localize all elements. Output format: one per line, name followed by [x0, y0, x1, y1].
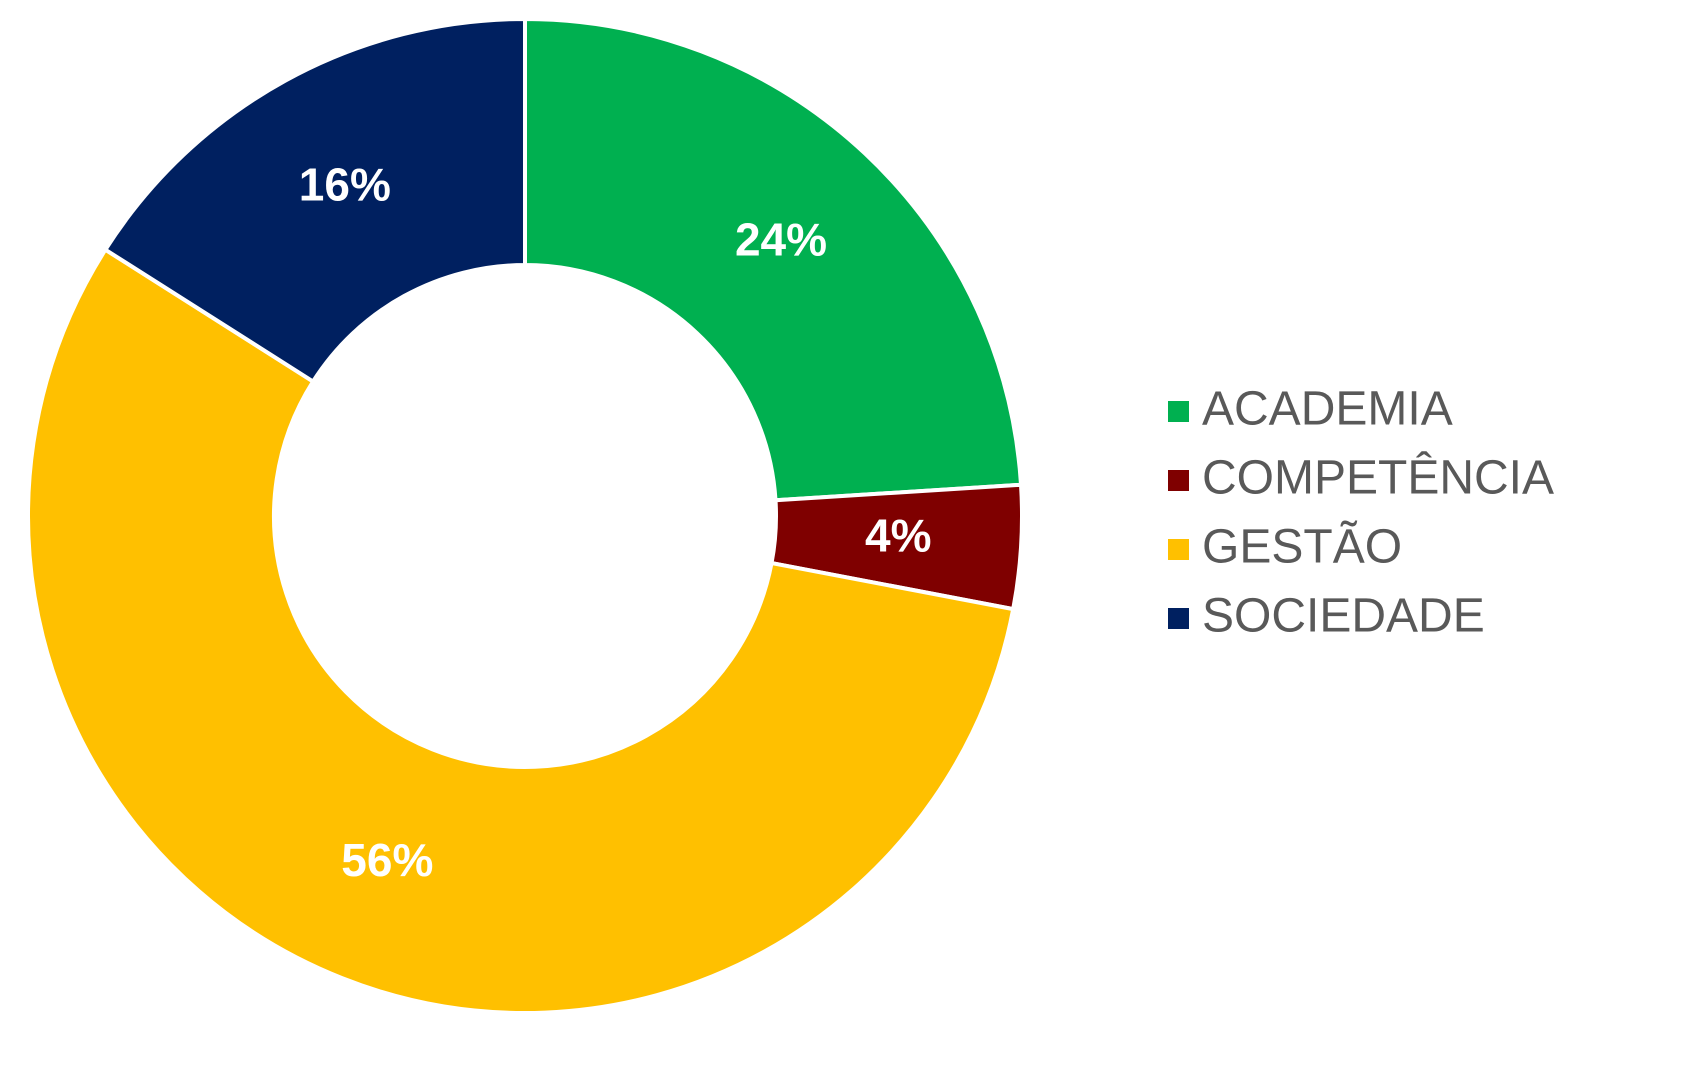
legend-swatch: [1168, 401, 1189, 422]
legend-label: COMPETÊNCIA: [1202, 452, 1554, 505]
legend-label: GESTÃO: [1202, 520, 1402, 574]
donut-segment: [102, 16, 527, 385]
legend-label: SOCIEDADE: [1202, 590, 1485, 643]
legend-swatch: [1168, 539, 1189, 560]
data-label: 56%: [341, 834, 433, 886]
data-label: 24%: [735, 214, 827, 266]
data-label: 4%: [865, 510, 931, 562]
data-label: 16%: [299, 158, 391, 210]
legend-label: ACADEMIA: [1202, 383, 1453, 436]
legend-swatch: [1168, 608, 1189, 629]
legend-swatch: [1168, 470, 1189, 491]
donut-segment: [26, 246, 1016, 1015]
donut-segment: [523, 16, 1024, 503]
